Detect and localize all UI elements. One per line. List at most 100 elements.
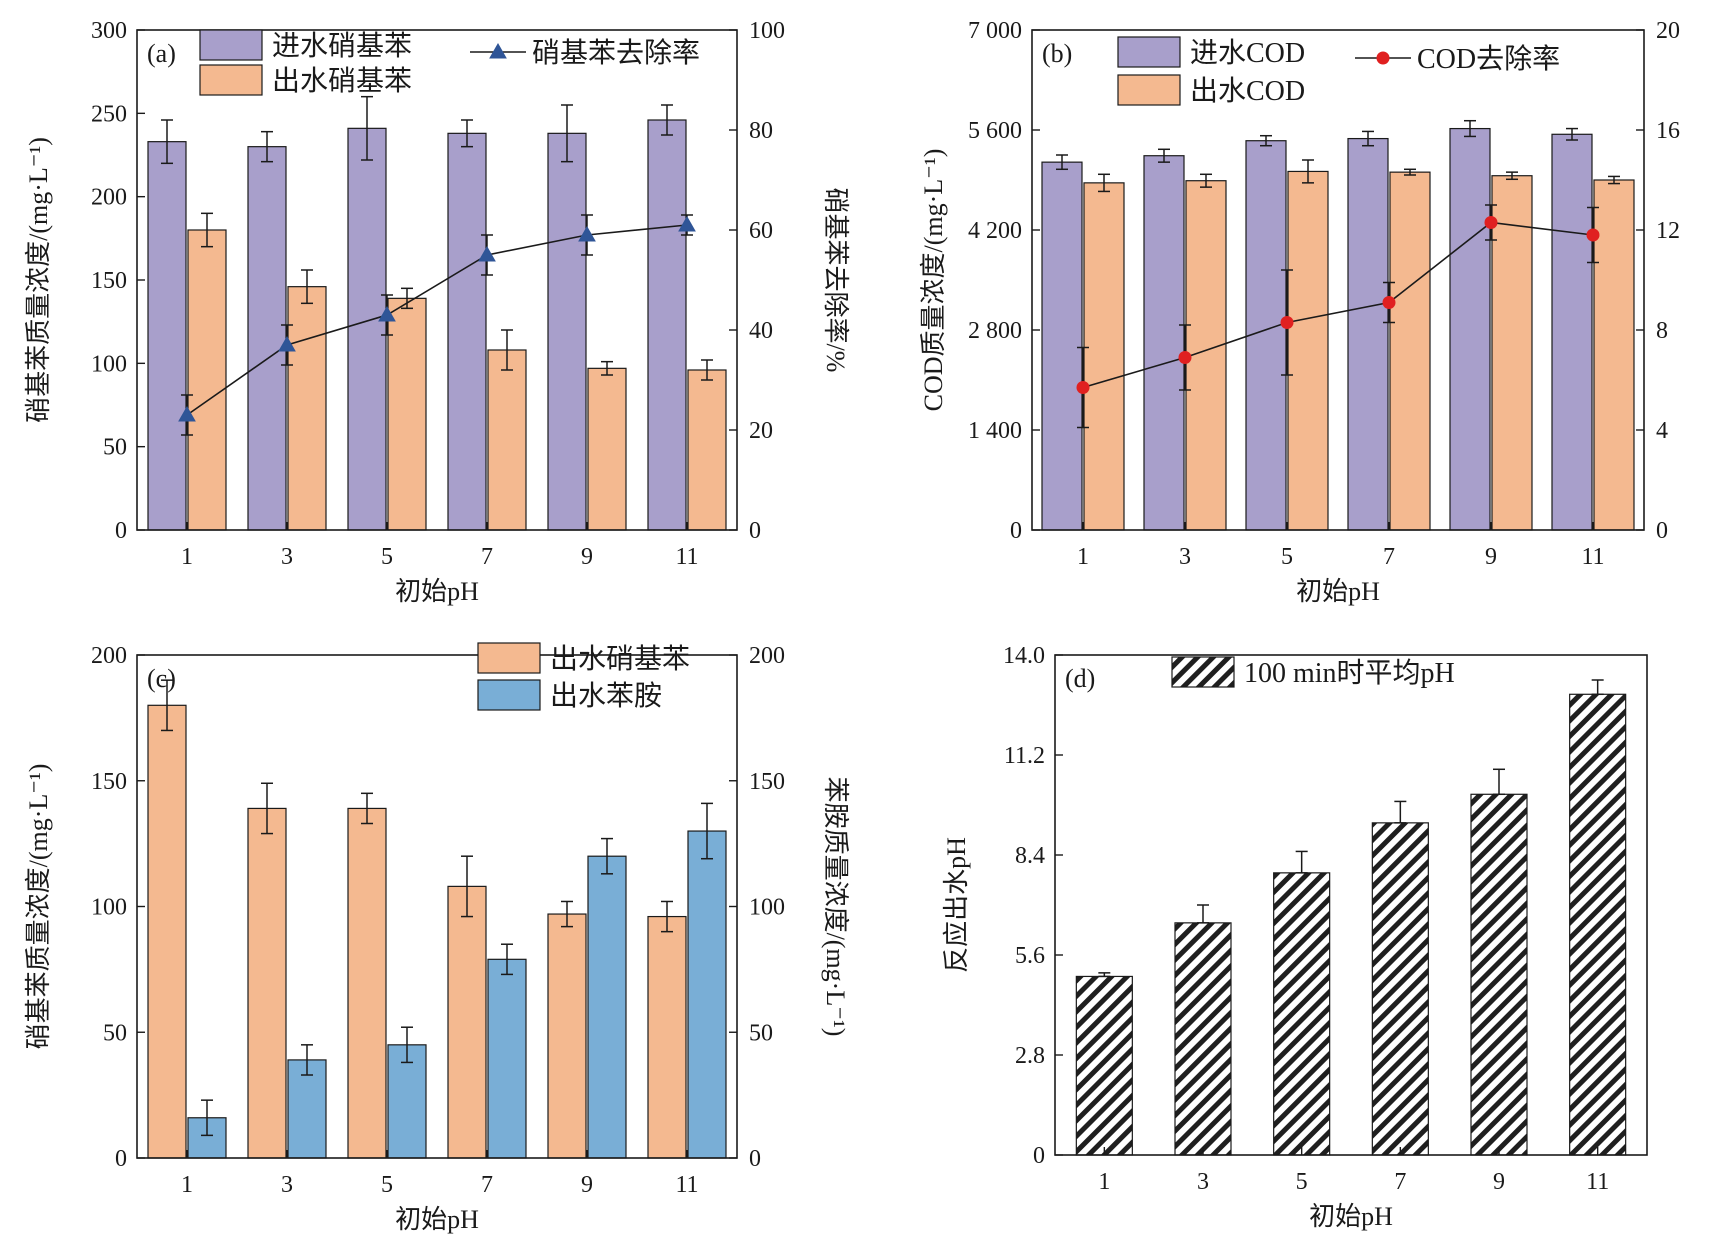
x-tick-label: 11 bbox=[1581, 544, 1604, 570]
legend-swatch bbox=[1117, 74, 1181, 106]
line-point-11 bbox=[1586, 228, 1600, 242]
bar-7-series0 bbox=[1371, 822, 1429, 1156]
y-tick-label: 0 bbox=[115, 518, 127, 544]
bar-11-series1 bbox=[687, 830, 727, 1159]
bar-3-series1 bbox=[287, 286, 327, 531]
x-tick-label: 9 bbox=[1493, 1169, 1505, 1195]
legend-swatch bbox=[1117, 36, 1181, 68]
line-point-7 bbox=[478, 245, 496, 262]
y-tick-label: 14.0 bbox=[1003, 643, 1045, 669]
y-tick-label: 0 bbox=[1033, 1143, 1045, 1169]
x-tick-label: 3 bbox=[281, 1172, 293, 1198]
bar-3-series0 bbox=[1143, 155, 1185, 531]
y-tick-label: 250 bbox=[91, 101, 127, 127]
bar-1-series0 bbox=[1075, 975, 1133, 1156]
plot-frame bbox=[136, 654, 738, 1159]
bar-5-series0 bbox=[347, 807, 387, 1159]
y-tick-label: 50 bbox=[103, 435, 127, 461]
x-tick-label: 3 bbox=[1197, 1169, 1209, 1195]
line-point-1 bbox=[178, 405, 196, 422]
x-tick-label: 7 bbox=[1394, 1169, 1406, 1195]
bar-1-series0 bbox=[147, 704, 187, 1159]
y-right-tick-label: 60 bbox=[749, 218, 773, 244]
bar-9-series0 bbox=[547, 132, 587, 531]
y-tick-label: 1 400 bbox=[968, 418, 1022, 444]
x-tick-label: 7 bbox=[481, 1172, 493, 1198]
x-tick-label: 7 bbox=[481, 544, 493, 570]
x-tick-label: 11 bbox=[1586, 1169, 1609, 1195]
line-point-3 bbox=[278, 335, 296, 352]
x-tick-label: 5 bbox=[381, 1172, 393, 1198]
bar-11-series0 bbox=[1551, 133, 1593, 531]
y-right-tick-label: 50 bbox=[749, 1020, 773, 1046]
x-tick-label: 9 bbox=[1485, 544, 1497, 570]
y-right-tick-label: 200 bbox=[749, 643, 785, 669]
panel-label: (a) bbox=[147, 39, 176, 68]
x-tick-label: 3 bbox=[1179, 544, 1191, 570]
series-line-0 bbox=[1082, 221, 1594, 389]
y-tick-label: 200 bbox=[91, 185, 127, 211]
y-right-tick-label: 100 bbox=[749, 895, 785, 921]
line-point-7 bbox=[1382, 296, 1396, 309]
x-axis-label: 初始pH bbox=[395, 577, 479, 606]
bar-5-series1 bbox=[387, 297, 427, 531]
x-axis-label: 初始pH bbox=[1309, 1202, 1393, 1231]
y-right-tick-label: 40 bbox=[749, 318, 773, 344]
x-tick-label: 5 bbox=[1281, 544, 1293, 570]
bar-11-series1 bbox=[687, 369, 727, 531]
y-right-tick-label: 80 bbox=[749, 118, 773, 144]
line-point-3 bbox=[1178, 351, 1192, 364]
bar-7-series1 bbox=[1389, 171, 1431, 531]
legend-label: 出水苯胺 bbox=[550, 680, 662, 712]
bar-11-series0 bbox=[647, 119, 687, 531]
x-tick-label: 9 bbox=[581, 544, 593, 570]
y-tick-label: 0 bbox=[115, 1146, 127, 1172]
y-tick-label: 50 bbox=[103, 1020, 127, 1046]
legend-label: 出水COD bbox=[1190, 75, 1305, 107]
bar-3-series0 bbox=[247, 807, 287, 1159]
x-tick-label: 1 bbox=[181, 1172, 193, 1198]
bar-5-series0 bbox=[1273, 872, 1331, 1156]
y-right-tick-label: 150 bbox=[749, 769, 785, 795]
y-tick-label: 100 bbox=[91, 351, 127, 377]
y-tick-label: 5.6 bbox=[1015, 943, 1045, 969]
y-tick-label: 150 bbox=[91, 268, 127, 294]
x-tick-label: 5 bbox=[381, 544, 393, 570]
x-tick-label: 1 bbox=[1098, 1169, 1110, 1195]
y-right-tick-label: 100 bbox=[749, 18, 785, 44]
legend-swatch bbox=[477, 642, 541, 674]
panel-c-chart: 0 50 100 150 200 0 50 100 150 200 1 3 5 7 9 11 初始pH 硝基苯质量… bbox=[24, 642, 850, 1234]
bar-7-series1 bbox=[487, 349, 527, 531]
x-axis-label: 初始pH bbox=[1296, 577, 1380, 606]
plot-frame bbox=[1031, 29, 1645, 531]
line-point-1 bbox=[1076, 381, 1090, 394]
y-tick-label: 11.2 bbox=[1004, 743, 1045, 769]
y-tick-label: 4 200 bbox=[968, 218, 1022, 244]
x-tick-label: 3 bbox=[281, 544, 293, 570]
y-axis-label: 反应出水pH bbox=[942, 837, 971, 973]
y-tick-label: 8.4 bbox=[1015, 843, 1045, 869]
x-tick-label: 11 bbox=[675, 544, 698, 570]
y-tick-label: 2 800 bbox=[968, 318, 1022, 344]
y-right-tick-label: 16 bbox=[1656, 118, 1680, 144]
legend-swatch bbox=[199, 29, 263, 61]
y-tick-label: 150 bbox=[91, 769, 127, 795]
legend-swatch bbox=[199, 64, 263, 96]
x-tick-label: 7 bbox=[1383, 544, 1395, 570]
y-axis-label: 硝基苯质量浓度/(mg·L⁻¹) bbox=[24, 764, 53, 1050]
bar-7-series0 bbox=[447, 132, 487, 531]
panel-d-chart: 0 2.8 5.6 8.4 11.2 14.0 1 3 5 7 9 11 初始pH 反应出水pH (d) 10… bbox=[942, 643, 1648, 1231]
legend-label: 进水COD bbox=[1190, 37, 1305, 69]
plot-frame bbox=[136, 29, 738, 531]
line-point-5 bbox=[378, 305, 396, 322]
legend-label: 出水硝基苯 bbox=[550, 643, 690, 675]
x-tick-label: 1 bbox=[1077, 544, 1089, 570]
y-right-tick-label: 0 bbox=[1656, 518, 1668, 544]
line-point-11 bbox=[678, 215, 696, 232]
panel-b-chart: 0 1 400 2 800 4 200 5 600 7 000 0 4 8 12 16 20 1 3 5 7 9… bbox=[919, 18, 1680, 606]
plot-frame bbox=[1054, 654, 1648, 1156]
bar-9-series0 bbox=[1470, 793, 1528, 1156]
legend-label: COD去除率 bbox=[1417, 43, 1560, 75]
bar-5-series0 bbox=[1245, 140, 1287, 531]
y-right-axis-label: 苯胺质量浓度/(mg·L⁻¹) bbox=[821, 777, 850, 1037]
